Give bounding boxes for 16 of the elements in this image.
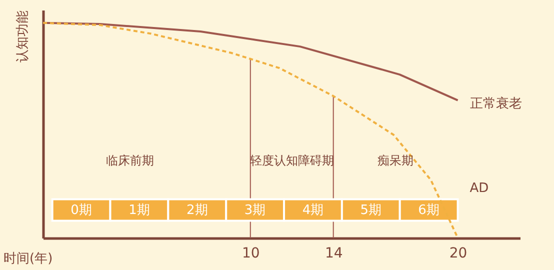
x-tick-label: 14 xyxy=(324,246,343,262)
annotation: 痴呆期 xyxy=(378,154,414,168)
x-tick-label: 20 xyxy=(449,246,468,262)
x-tick-label: 10 xyxy=(242,246,260,262)
annotation: 6期 xyxy=(418,203,440,218)
annotation: 4期 xyxy=(302,203,324,218)
text: AD xyxy=(470,181,489,196)
annotation: 5期 xyxy=(360,203,382,218)
annotation: 3期 xyxy=(244,203,266,218)
x-axis-title: 时间(年) xyxy=(4,252,53,266)
series-label: 正常衰老 xyxy=(470,95,522,112)
annotation: 1期 xyxy=(128,203,150,218)
annotation: 2期 xyxy=(186,203,208,218)
annotation: 临床前期 xyxy=(106,154,154,168)
y-axis-title: 认知功能 xyxy=(16,10,30,62)
annotation: 0期 xyxy=(70,203,92,218)
